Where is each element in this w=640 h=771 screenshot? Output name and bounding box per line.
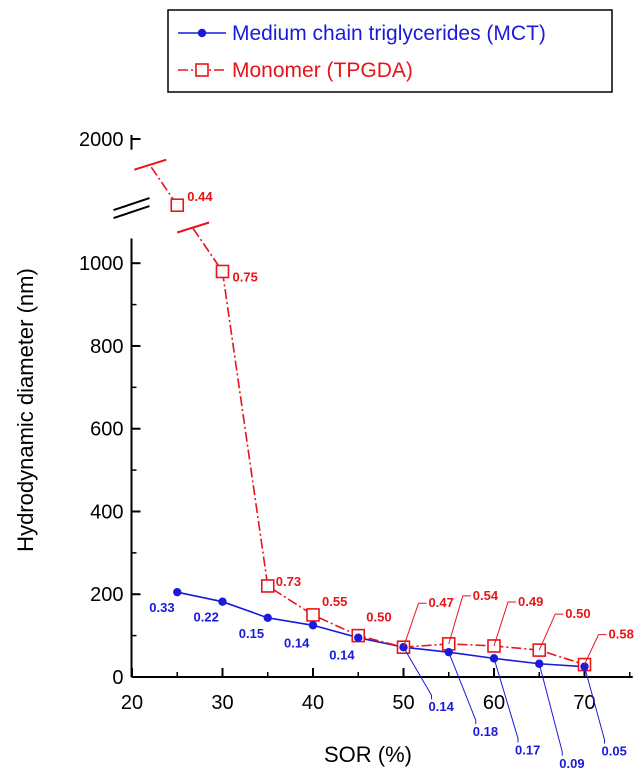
monomer-pdi-label: 0.47 (429, 595, 454, 610)
x-tick-label: 20 (121, 692, 143, 714)
mct-pdi-label: 0.14 (329, 648, 355, 663)
mct-leader-line (448, 651, 477, 725)
monomer-leader-line (403, 602, 427, 648)
mct-pdi-label: 0.33 (149, 600, 174, 615)
y-tick-label: 200 (90, 584, 123, 606)
mct-pdi-label: 0.09 (559, 756, 584, 771)
mct-leader-line (584, 666, 605, 744)
axis-break-mark (113, 205, 150, 220)
legend: Medium chain triglycerides (MCT) Monomer … (167, 9, 613, 93)
mct-pdi-label: 0.05 (602, 744, 627, 759)
series-break-mark (133, 158, 167, 171)
monomer-pdi-label: 0.73 (276, 574, 301, 589)
monomer-point (215, 264, 230, 279)
mct-leader-line (493, 658, 519, 743)
monomer-series-line (192, 228, 224, 272)
mct-leader-line (538, 663, 563, 756)
mct-point (173, 587, 182, 597)
mct-series-line (177, 591, 585, 668)
monomer-pdi-label: 0.50 (565, 606, 590, 621)
monomer-pdi-label: 0.75 (233, 269, 258, 284)
y-tick-label: 1000 (79, 253, 124, 275)
x-tick-label: 30 (211, 692, 233, 714)
mct-point (354, 633, 363, 642)
monomer-pdi-label: 0.44 (187, 189, 213, 204)
axes: 0 200 400 600 800 1000 2000 20 30 40 50 60 70 (79, 129, 633, 714)
y-tick-label: 2000 (79, 129, 124, 151)
series-break-mark (176, 221, 210, 234)
monomer-pdi-label: 0.54 (473, 588, 499, 603)
monomer-leader-line (448, 595, 471, 645)
monomer-pdi-label: 0.50 (366, 610, 391, 625)
monomer-point (260, 579, 275, 593)
monomer-leader-line (493, 601, 516, 647)
monomer-point (170, 198, 185, 213)
monomer-leader-line (538, 613, 564, 651)
legend-monomer-marker (195, 63, 209, 77)
monomer-point (306, 608, 320, 622)
mct-pdi-label: 0.14 (284, 635, 310, 650)
x-tick-label: 70 (573, 692, 595, 714)
y-axis-title: Hydrodynamic diameter (nm) (13, 268, 38, 552)
monomer-pdi-label: 0.49 (518, 594, 543, 609)
mct-point (308, 621, 318, 630)
series-group: 0.44 0.75 0.73 0.55 0.50 0.47 0.54 0.49 0.50 0.58… (133, 158, 634, 771)
monomer-pdi-label: 0.58 (609, 627, 634, 642)
legend-mct-marker (197, 28, 207, 38)
x-tick-label: 60 (483, 692, 505, 714)
monomer-pdi-label: 0.55 (322, 594, 347, 609)
legend-monomer-label: Monomer (TPGDA) (232, 59, 413, 82)
mct-pdi-label: 0.15 (239, 626, 264, 641)
mct-pdi-label: 0.22 (194, 610, 219, 625)
axis-break-mark (113, 197, 150, 212)
y-tick-label: 800 (90, 336, 123, 358)
mct-point (218, 597, 227, 606)
mct-pdi-label: 0.17 (515, 742, 540, 757)
y-tick-label: 0 (112, 667, 123, 689)
y-tick-label: 400 (90, 501, 123, 523)
x-tick-label: 40 (302, 692, 324, 714)
legend-frame (167, 9, 613, 93)
x-axis-title: SOR (%) (324, 742, 412, 767)
monomer-leader-line (584, 634, 607, 665)
x-tick-label: 50 (392, 692, 414, 714)
mct-leader-line (403, 646, 432, 700)
mct-point (263, 613, 272, 623)
legend-mct-label: Medium chain triglycerides (MCT) (232, 22, 546, 45)
mct-pdi-label: 0.18 (473, 724, 498, 739)
y-tick-label: 600 (90, 419, 123, 441)
mct-pdi-label: 0.14 (429, 699, 455, 714)
